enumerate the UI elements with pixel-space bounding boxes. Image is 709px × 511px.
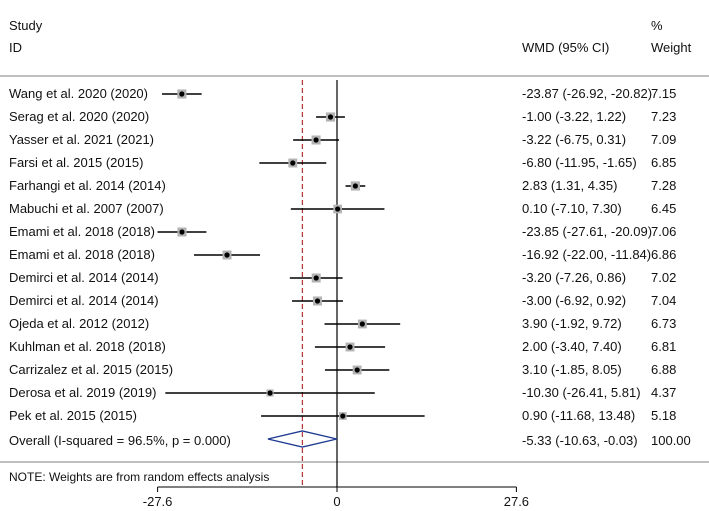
- study-point: [290, 160, 296, 166]
- study-ci-text: -3.22 (-6.75, 0.31): [522, 132, 627, 147]
- study-weight-text: 4.37: [651, 385, 677, 400]
- study-ci-text: -23.87 (-26.92, -20.82): [522, 86, 653, 101]
- study-point: [340, 413, 346, 419]
- study-label: Wang et al. 2020 (2020): [9, 86, 148, 101]
- study-ci-text: -10.30 (-26.41, 5.81): [522, 385, 641, 400]
- study-point: [313, 275, 319, 281]
- study-point: [267, 390, 273, 396]
- effect-header: WMD (95% CI): [522, 40, 610, 55]
- study-ci-text: -23.85 (-27.61, -20.09): [522, 224, 653, 239]
- study-label: Pek et al. 2015 (2015): [9, 408, 137, 423]
- study-point: [335, 206, 341, 212]
- study-weight-text: 6.81: [651, 339, 677, 354]
- study-ci-text: -3.20 (-7.26, 0.86): [522, 270, 627, 285]
- study-point: [314, 298, 321, 304]
- study-weight-text: 6.86: [651, 247, 677, 262]
- study-weight-text: 7.04: [651, 293, 677, 308]
- study-weight-text: 6.73: [651, 316, 677, 331]
- study-label: Ojeda et al. 2012 (2012): [9, 316, 150, 331]
- study-ci-text: -3.00 (-6.92, 0.92): [522, 293, 627, 308]
- study-label: Demirci et al. 2014 (2014): [9, 270, 159, 285]
- study-label: Farsi et al. 2015 (2015): [9, 155, 144, 170]
- study-ci-text: 2.00 (-3.40, 7.40): [522, 339, 622, 354]
- study-weight-text: 6.85: [651, 155, 677, 170]
- study-label: Farhangi et al. 2014 (2014): [9, 178, 166, 193]
- study-label: Kuhlman et al. 2018 (2018): [9, 339, 166, 354]
- study-point: [347, 344, 353, 350]
- study-header: Study: [9, 18, 43, 33]
- study-point: [327, 114, 334, 120]
- study-point: [179, 91, 185, 97]
- study-point: [179, 229, 185, 235]
- study-ci-text: -6.80 (-11.95, -1.65): [522, 155, 637, 170]
- study-label: Serag et al. 2020 (2020): [9, 109, 150, 124]
- study-ci-text: -1.00 (-3.22, 1.22): [522, 109, 627, 124]
- study-point: [354, 367, 360, 373]
- study-ci-text: 0.10 (-7.10, 7.30): [522, 201, 622, 216]
- study-weight-text: 7.09: [651, 132, 677, 147]
- study-label: Derosa et al. 2019 (2019): [9, 385, 157, 400]
- x-tick-label: 27.6: [503, 494, 530, 509]
- id-header: ID: [9, 40, 22, 55]
- study-ci-text: 2.83 (1.31, 4.35): [522, 178, 618, 193]
- study-weight-text: 5.18: [651, 408, 677, 423]
- note-text: NOTE: Weights are from random effects an…: [9, 470, 270, 484]
- study-weight-text: 7.15: [651, 86, 677, 101]
- study-weight-text: 7.23: [651, 109, 677, 124]
- overall-diamond: [267, 430, 337, 448]
- study-label: Mabuchi et al. 2007 (2007): [9, 201, 164, 216]
- study-label: Demirci et al. 2014 (2014): [9, 293, 159, 308]
- study-weight-text: 6.88: [651, 362, 677, 377]
- study-ci-text: 3.90 (-1.92, 9.72): [522, 316, 622, 331]
- study-weight-text: 7.02: [651, 270, 677, 285]
- study-label: Emami et al. 2018 (2018): [9, 247, 155, 262]
- study-label: Emami et al. 2018 (2018): [9, 224, 155, 239]
- x-tick-label: -27.6: [142, 494, 173, 509]
- study-point: [352, 183, 358, 189]
- study-weight-text: 7.06: [651, 224, 677, 239]
- study-ci-text: 0.90 (-11.68, 13.48): [522, 408, 636, 423]
- study-label: Carrizalez et al. 2015 (2015): [9, 362, 174, 377]
- study-weight-text: 6.45: [651, 201, 677, 216]
- study-point: [313, 137, 319, 143]
- study-weight-text: 7.28: [651, 178, 677, 193]
- study-ci-text: 3.10 (-1.85, 8.05): [522, 362, 622, 377]
- weight-percent-header: %: [651, 18, 663, 33]
- study-point: [359, 321, 365, 327]
- overall-label: Overall (I-squared = 96.5%, p = 0.000): [9, 433, 231, 448]
- x-tick-label: 0: [333, 494, 341, 509]
- overall-ci: -5.33 (-10.63, -0.03): [522, 433, 638, 448]
- weight-header: Weight: [651, 40, 692, 55]
- overall-weight: 100.00: [651, 433, 691, 448]
- study-point: [224, 252, 230, 258]
- study-ci-text: -16.92 (-22.00, -11.84): [522, 247, 652, 262]
- study-label: Yasser et al. 2021 (2021): [9, 132, 155, 147]
